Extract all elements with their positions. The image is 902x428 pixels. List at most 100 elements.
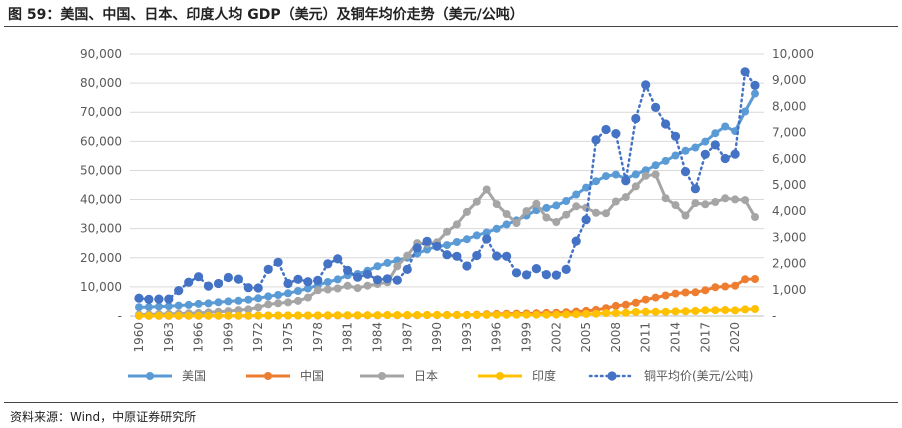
data-point <box>661 291 670 300</box>
data-point <box>542 310 551 319</box>
data-point <box>392 275 402 285</box>
data-point <box>542 203 551 212</box>
x-tick-label: 1999 <box>519 322 533 353</box>
data-point <box>393 311 402 320</box>
data-point <box>174 311 183 320</box>
data-point <box>602 172 610 181</box>
data-point <box>572 190 581 199</box>
data-point <box>323 285 332 294</box>
data-point <box>313 311 322 320</box>
data-point <box>343 311 352 320</box>
data-point <box>542 213 551 222</box>
data-point <box>482 310 491 319</box>
legend-label: 印度 <box>532 368 556 383</box>
right-tick-label: 7,000 <box>772 126 806 140</box>
data-point <box>741 275 750 284</box>
data-point <box>591 135 601 145</box>
data-point <box>621 193 630 202</box>
data-point <box>194 311 203 320</box>
data-point <box>670 131 681 141</box>
data-point <box>174 286 184 296</box>
legend: 美国 中国 日本 印度 铜平均价(美元/公吨) <box>128 368 753 383</box>
data-point <box>562 210 571 219</box>
legend-label: 美国 <box>182 369 206 383</box>
data-point <box>264 311 273 320</box>
data-point <box>741 305 750 314</box>
left-tick-label: 80,000 <box>80 76 122 90</box>
data-point <box>492 200 501 209</box>
data-point <box>651 307 660 316</box>
data-point <box>731 306 740 315</box>
data-point <box>264 292 273 301</box>
data-point <box>373 262 382 271</box>
data-point <box>731 281 740 290</box>
data-point <box>422 236 432 246</box>
data-point <box>164 311 173 320</box>
data-point <box>174 301 183 310</box>
data-point <box>135 311 143 320</box>
data-point <box>502 310 511 319</box>
left-tick-label: - <box>118 309 122 323</box>
data-point <box>592 208 600 217</box>
data-point <box>601 124 611 135</box>
legend-label: 中国 <box>300 368 324 383</box>
data-point <box>492 310 501 319</box>
data-point <box>423 311 432 319</box>
data-point <box>492 224 501 233</box>
right-tick-label: 3,000 <box>772 230 806 244</box>
data-point <box>562 310 571 319</box>
legend-marker <box>264 372 272 380</box>
data-point <box>323 311 332 320</box>
data-point <box>234 311 243 320</box>
figure-title: 图 59：美国、中国、日本、印度人均 GDP（美元）及铜年均价走势（美元/公吨） <box>8 7 524 23</box>
data-point <box>403 311 412 319</box>
data-point <box>680 167 691 177</box>
data-point <box>452 251 462 261</box>
right-tick-label: 8,000 <box>772 99 806 113</box>
data-point <box>611 309 620 318</box>
data-point <box>621 300 630 309</box>
data-point <box>433 310 442 319</box>
data-point <box>621 176 631 186</box>
data-point <box>362 269 373 279</box>
data-point <box>502 210 511 218</box>
data-point <box>382 274 392 284</box>
data-point <box>661 119 671 129</box>
data-point <box>681 288 690 297</box>
legend-label: 铜平均价(美元/公吨) <box>644 368 753 383</box>
data-point <box>253 283 263 293</box>
left-tick-label: 60,000 <box>80 134 122 148</box>
data-point <box>244 305 253 314</box>
data-point <box>681 146 690 155</box>
data-point <box>701 137 710 146</box>
x-tick-label: 1993 <box>460 322 474 353</box>
data-point <box>711 198 720 206</box>
data-point <box>731 195 740 204</box>
data-point <box>353 311 362 320</box>
x-tick-label: 2002 <box>549 322 563 353</box>
data-point <box>511 268 522 278</box>
data-point <box>254 311 263 320</box>
data-point <box>303 311 312 320</box>
data-point <box>303 284 312 293</box>
data-point <box>661 194 670 203</box>
data-point <box>383 311 392 320</box>
x-tick-label: 1963 <box>162 322 176 353</box>
source-note: 资料来源：Wind，中原证券研究所 <box>10 410 197 424</box>
data-point <box>274 311 283 320</box>
data-point <box>492 251 502 261</box>
data-point <box>313 286 322 295</box>
data-point <box>412 243 422 253</box>
data-point <box>254 303 263 312</box>
data-point <box>531 264 542 274</box>
x-tick-label: 2014 <box>669 322 683 353</box>
data-point <box>532 199 541 208</box>
data-point <box>512 310 521 319</box>
data-point <box>403 251 412 260</box>
right-tick-label: 5,000 <box>772 178 806 192</box>
data-point <box>333 311 342 320</box>
data-point <box>581 215 591 225</box>
data-point <box>204 299 213 308</box>
left-tick-label: 10,000 <box>80 280 122 294</box>
data-point <box>413 311 422 319</box>
